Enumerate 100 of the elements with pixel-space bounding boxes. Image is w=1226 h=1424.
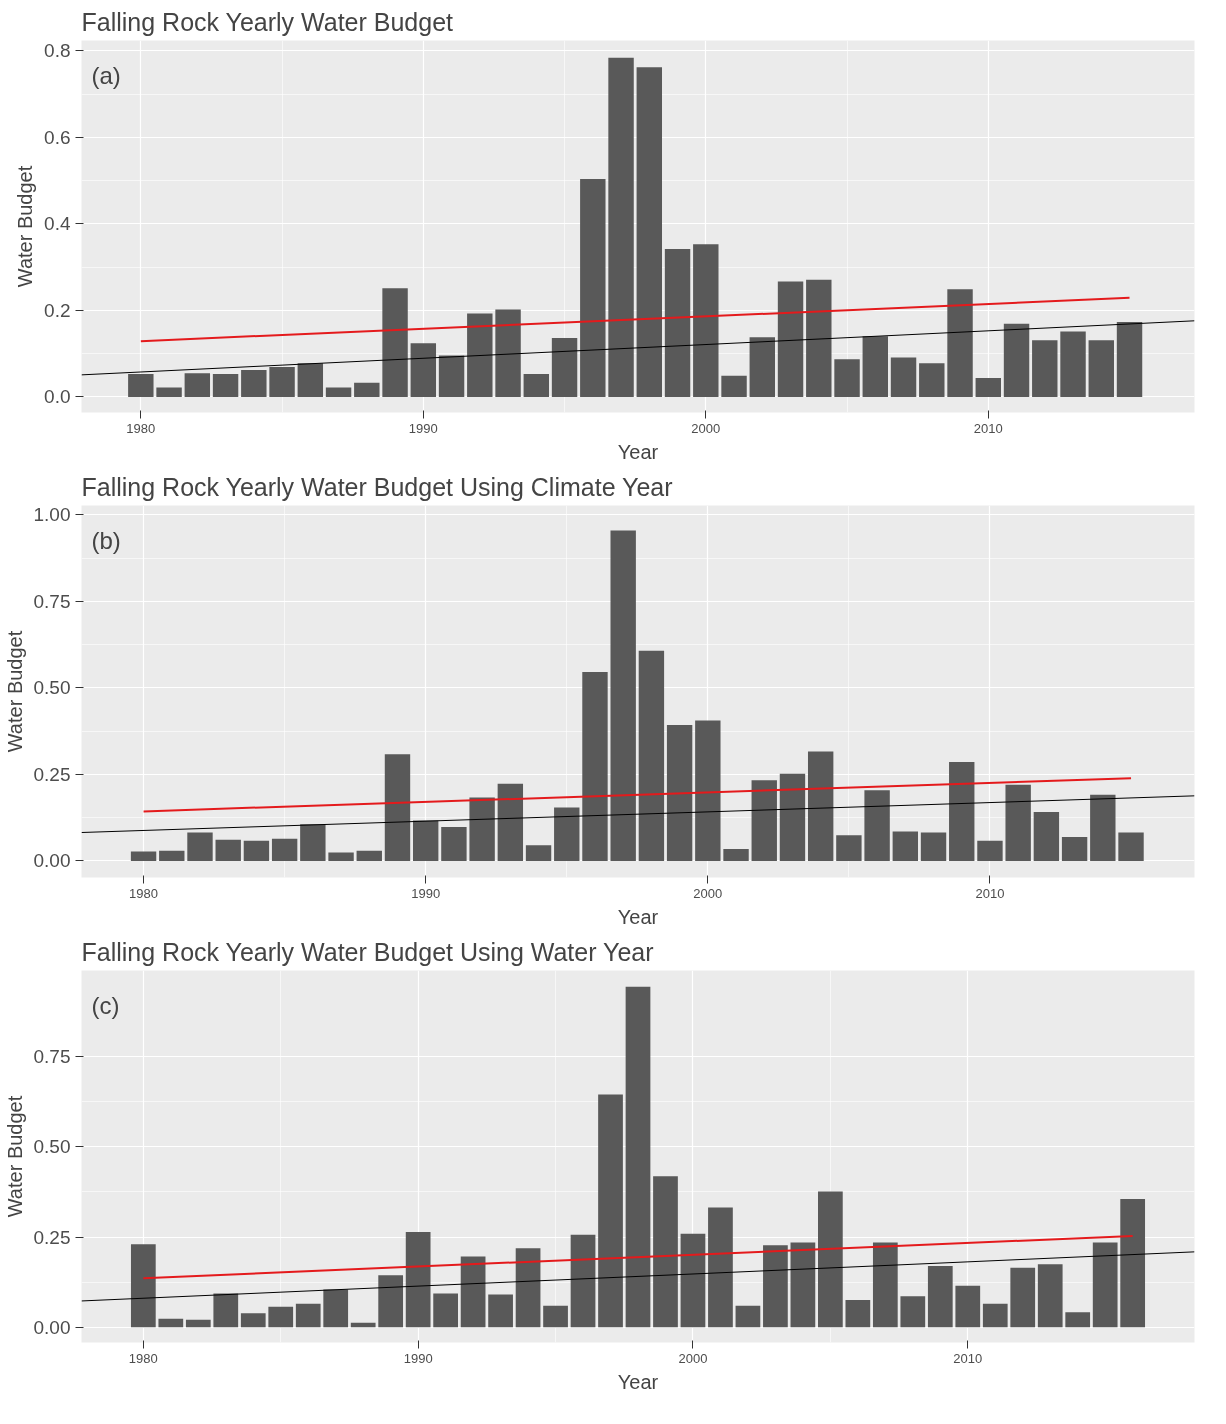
x-axis-title: Year — [617, 440, 659, 463]
bar — [328, 852, 354, 861]
bar — [1116, 322, 1143, 397]
bar — [610, 530, 636, 861]
bar — [666, 724, 693, 861]
bar — [955, 1285, 981, 1328]
bar — [723, 849, 749, 861]
bar — [721, 375, 747, 397]
annotation: (c) — [91, 992, 120, 1019]
chart-title: Falling Rock Yearly Water Budget Using Water Year — [81, 937, 654, 966]
chart-title: Falling Rock Yearly Water Budget — [81, 7, 454, 36]
bar — [920, 832, 947, 861]
bar — [300, 824, 326, 861]
bar — [469, 797, 495, 861]
x-tick-label: 2010 — [975, 885, 1005, 901]
bar — [695, 720, 721, 861]
bar — [806, 279, 832, 397]
bar — [777, 281, 804, 397]
bar — [243, 840, 270, 861]
bar — [382, 288, 408, 397]
bar — [213, 1293, 239, 1328]
x-tick-label: 2010 — [973, 420, 1003, 436]
x-tick-label: 1980 — [128, 1350, 158, 1366]
bar — [156, 387, 182, 397]
bar — [625, 986, 651, 1328]
y-tick-label: 0.8 — [44, 40, 71, 62]
y-tick-label: 0.00 — [33, 1316, 71, 1338]
bar — [441, 826, 467, 861]
x-tick-label: 2000 — [678, 1350, 708, 1366]
bar — [525, 845, 552, 861]
bar — [862, 336, 888, 397]
bar — [159, 850, 185, 861]
bar — [790, 1242, 816, 1328]
x-tick-label: 1990 — [411, 885, 441, 901]
bar — [836, 835, 862, 861]
bar — [551, 338, 578, 397]
bar — [325, 387, 352, 397]
bar — [1037, 1264, 1063, 1328]
bar — [241, 370, 267, 397]
bar — [1061, 837, 1088, 861]
bar — [488, 1294, 513, 1328]
bar — [807, 751, 834, 861]
bar — [240, 1313, 266, 1328]
bar — [598, 1094, 623, 1328]
bar — [433, 1293, 458, 1328]
bar — [570, 1234, 596, 1328]
bar — [977, 840, 1003, 861]
bar — [410, 343, 437, 397]
bar — [212, 374, 239, 397]
bar — [384, 754, 411, 861]
bar — [187, 832, 213, 861]
annotation: (b) — [91, 527, 121, 554]
x-axis-title: Year — [617, 1370, 659, 1393]
bar — [1065, 1312, 1091, 1328]
bar — [297, 363, 324, 397]
bar — [947, 289, 973, 397]
bar — [413, 820, 439, 861]
bar — [378, 1275, 404, 1328]
bar — [763, 1245, 788, 1328]
bar — [405, 1231, 431, 1328]
bar — [354, 382, 380, 397]
bar — [680, 1233, 706, 1328]
y-axis-title: Water Budget — [3, 1095, 26, 1218]
bar — [130, 1244, 156, 1328]
x-tick-label: 1980 — [129, 885, 159, 901]
bar — [1092, 1242, 1118, 1328]
y-tick-label: 0.25 — [33, 1226, 71, 1248]
bar — [708, 1207, 733, 1328]
y-tick-label: 1.00 — [33, 504, 71, 526]
bar — [892, 831, 919, 861]
bar — [271, 838, 298, 861]
y-tick-label: 0.6 — [44, 126, 71, 148]
bar — [1005, 784, 1031, 861]
y-tick-label: 0.50 — [33, 1136, 71, 1158]
bar — [323, 1289, 349, 1328]
x-tick-label: 1980 — [126, 420, 156, 436]
x-tick-label: 2000 — [693, 885, 723, 901]
y-tick-label: 0.25 — [33, 763, 71, 785]
bar — [1118, 832, 1144, 861]
bar — [215, 839, 241, 861]
bar — [1032, 340, 1058, 397]
bar — [834, 359, 860, 397]
bar — [975, 377, 1001, 397]
bar — [1033, 812, 1060, 861]
bar — [1088, 340, 1114, 397]
bar — [653, 1176, 678, 1328]
bar — [664, 248, 691, 397]
bar — [982, 1303, 1008, 1328]
bar — [864, 790, 890, 861]
x-tick-label: 1990 — [403, 1350, 433, 1366]
bar — [1120, 1199, 1146, 1328]
bar — [749, 337, 776, 397]
bar — [779, 773, 806, 861]
chart-title: Falling Rock Yearly Water Budget Using Climate Year — [81, 472, 673, 501]
bar — [497, 783, 524, 861]
bar — [638, 650, 665, 861]
y-tick-label: 0.2 — [44, 299, 71, 321]
bar — [1010, 1267, 1036, 1328]
x-tick-label: 1990 — [408, 420, 438, 436]
bar — [515, 1248, 541, 1328]
